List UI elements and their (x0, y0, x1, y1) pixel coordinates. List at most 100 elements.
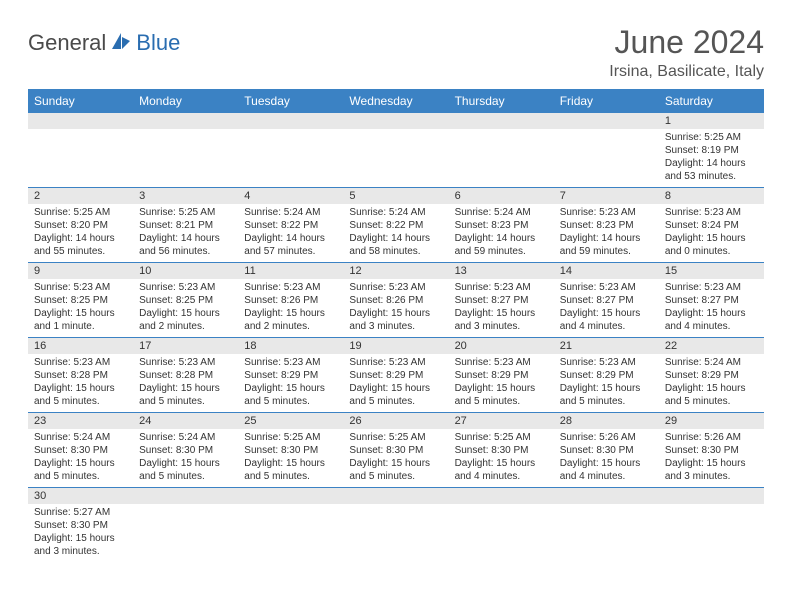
weekday-header: Sunday (28, 89, 133, 113)
day-details: Sunrise: 5:23 AMSunset: 8:26 PMDaylight:… (238, 279, 343, 337)
day-details: Sunrise: 5:27 AMSunset: 8:30 PMDaylight:… (28, 504, 133, 562)
day-details: Sunrise: 5:23 AMSunset: 8:29 PMDaylight:… (449, 354, 554, 412)
calendar-row: 30Sunrise: 5:27 AMSunset: 8:30 PMDayligh… (28, 488, 764, 563)
daylight-text: Daylight: 15 hours and 2 minutes. (139, 307, 232, 333)
weekday-header: Friday (554, 89, 659, 113)
calendar-cell-empty (659, 488, 764, 563)
day-details: Sunrise: 5:23 AMSunset: 8:25 PMDaylight:… (28, 279, 133, 337)
day-details: Sunrise: 5:24 AMSunset: 8:22 PMDaylight:… (238, 204, 343, 262)
calendar-row: 1Sunrise: 5:25 AMSunset: 8:19 PMDaylight… (28, 113, 764, 188)
calendar-cell: 3Sunrise: 5:25 AMSunset: 8:21 PMDaylight… (133, 188, 238, 263)
weekday-row: SundayMondayTuesdayWednesdayThursdayFrid… (28, 89, 764, 113)
day-number: 3 (133, 188, 238, 204)
day-details: Sunrise: 5:25 AMSunset: 8:21 PMDaylight:… (133, 204, 238, 262)
day-details: Sunrise: 5:23 AMSunset: 8:27 PMDaylight:… (449, 279, 554, 337)
sunrise-text: Sunrise: 5:23 AM (665, 206, 758, 219)
day-number: 26 (343, 413, 448, 429)
calendar-cell: 26Sunrise: 5:25 AMSunset: 8:30 PMDayligh… (343, 413, 448, 488)
daylight-text: Daylight: 15 hours and 1 minute. (34, 307, 127, 333)
sunset-text: Sunset: 8:19 PM (665, 144, 758, 157)
location: Irsina, Basilicate, Italy (609, 63, 764, 81)
calendar-cell: 7Sunrise: 5:23 AMSunset: 8:23 PMDaylight… (554, 188, 659, 263)
sunrise-text: Sunrise: 5:25 AM (455, 431, 548, 444)
calendar-row: 9Sunrise: 5:23 AMSunset: 8:25 PMDaylight… (28, 263, 764, 338)
calendar-cell: 24Sunrise: 5:24 AMSunset: 8:30 PMDayligh… (133, 413, 238, 488)
daylight-text: Daylight: 15 hours and 5 minutes. (455, 382, 548, 408)
calendar-cell: 19Sunrise: 5:23 AMSunset: 8:29 PMDayligh… (343, 338, 448, 413)
calendar-cell: 16Sunrise: 5:23 AMSunset: 8:28 PMDayligh… (28, 338, 133, 413)
day-number (133, 488, 238, 504)
daylight-text: Daylight: 15 hours and 4 minutes. (665, 307, 758, 333)
day-number: 10 (133, 263, 238, 279)
day-details: Sunrise: 5:23 AMSunset: 8:27 PMDaylight:… (659, 279, 764, 337)
day-number: 21 (554, 338, 659, 354)
day-number: 4 (238, 188, 343, 204)
sunrise-text: Sunrise: 5:25 AM (244, 431, 337, 444)
daylight-text: Daylight: 14 hours and 55 minutes. (34, 232, 127, 258)
sunrise-text: Sunrise: 5:24 AM (665, 356, 758, 369)
day-number: 16 (28, 338, 133, 354)
sunset-text: Sunset: 8:23 PM (560, 219, 653, 232)
sunset-text: Sunset: 8:29 PM (244, 369, 337, 382)
logo: General Blue (28, 30, 180, 56)
month-title: June 2024 (609, 24, 764, 61)
calendar-cell: 15Sunrise: 5:23 AMSunset: 8:27 PMDayligh… (659, 263, 764, 338)
day-number (449, 113, 554, 129)
day-number: 17 (133, 338, 238, 354)
sunset-text: Sunset: 8:23 PM (455, 219, 548, 232)
daylight-text: Daylight: 14 hours and 57 minutes. (244, 232, 337, 258)
day-number: 28 (554, 413, 659, 429)
sunrise-text: Sunrise: 5:23 AM (560, 206, 653, 219)
calendar-cell: 22Sunrise: 5:24 AMSunset: 8:29 PMDayligh… (659, 338, 764, 413)
sunset-text: Sunset: 8:24 PM (665, 219, 758, 232)
day-details: Sunrise: 5:23 AMSunset: 8:24 PMDaylight:… (659, 204, 764, 262)
daylight-text: Daylight: 15 hours and 3 minutes. (34, 532, 127, 558)
daylight-text: Daylight: 15 hours and 5 minutes. (244, 382, 337, 408)
sunset-text: Sunset: 8:27 PM (665, 294, 758, 307)
day-number: 9 (28, 263, 133, 279)
calendar-cell: 4Sunrise: 5:24 AMSunset: 8:22 PMDaylight… (238, 188, 343, 263)
sunset-text: Sunset: 8:22 PM (244, 219, 337, 232)
daylight-text: Daylight: 15 hours and 5 minutes. (349, 382, 442, 408)
sunset-text: Sunset: 8:30 PM (34, 519, 127, 532)
day-number: 27 (449, 413, 554, 429)
sunrise-text: Sunrise: 5:26 AM (665, 431, 758, 444)
calendar-cell-empty (554, 488, 659, 563)
day-number (343, 488, 448, 504)
daylight-text: Daylight: 15 hours and 5 minutes. (34, 457, 127, 483)
day-details: Sunrise: 5:23 AMSunset: 8:29 PMDaylight:… (238, 354, 343, 412)
day-details: Sunrise: 5:24 AMSunset: 8:30 PMDaylight:… (28, 429, 133, 487)
day-number (133, 113, 238, 129)
daylight-text: Daylight: 15 hours and 2 minutes. (244, 307, 337, 333)
sunset-text: Sunset: 8:29 PM (665, 369, 758, 382)
day-details: Sunrise: 5:23 AMSunset: 8:26 PMDaylight:… (343, 279, 448, 337)
day-details: Sunrise: 5:24 AMSunset: 8:22 PMDaylight:… (343, 204, 448, 262)
day-details: Sunrise: 5:26 AMSunset: 8:30 PMDaylight:… (554, 429, 659, 487)
calendar-cell: 30Sunrise: 5:27 AMSunset: 8:30 PMDayligh… (28, 488, 133, 563)
calendar-cell: 14Sunrise: 5:23 AMSunset: 8:27 PMDayligh… (554, 263, 659, 338)
sunrise-text: Sunrise: 5:24 AM (34, 431, 127, 444)
calendar-table: SundayMondayTuesdayWednesdayThursdayFrid… (28, 89, 764, 562)
sunrise-text: Sunrise: 5:24 AM (139, 431, 232, 444)
day-number: 6 (449, 188, 554, 204)
day-number: 30 (28, 488, 133, 504)
daylight-text: Daylight: 14 hours and 59 minutes. (455, 232, 548, 258)
sunset-text: Sunset: 8:25 PM (139, 294, 232, 307)
sunrise-text: Sunrise: 5:23 AM (455, 281, 548, 294)
day-number (238, 113, 343, 129)
daylight-text: Daylight: 15 hours and 5 minutes. (139, 457, 232, 483)
day-number (28, 113, 133, 129)
sunset-text: Sunset: 8:30 PM (34, 444, 127, 457)
sunrise-text: Sunrise: 5:23 AM (665, 281, 758, 294)
calendar-cell: 13Sunrise: 5:23 AMSunset: 8:27 PMDayligh… (449, 263, 554, 338)
sunrise-text: Sunrise: 5:23 AM (455, 356, 548, 369)
weekday-header: Tuesday (238, 89, 343, 113)
sunset-text: Sunset: 8:26 PM (349, 294, 442, 307)
weekday-header: Thursday (449, 89, 554, 113)
sunrise-text: Sunrise: 5:26 AM (560, 431, 653, 444)
weekday-header: Wednesday (343, 89, 448, 113)
day-number (238, 488, 343, 504)
daylight-text: Daylight: 15 hours and 5 minutes. (560, 382, 653, 408)
sunset-text: Sunset: 8:30 PM (349, 444, 442, 457)
daylight-text: Daylight: 15 hours and 5 minutes. (244, 457, 337, 483)
